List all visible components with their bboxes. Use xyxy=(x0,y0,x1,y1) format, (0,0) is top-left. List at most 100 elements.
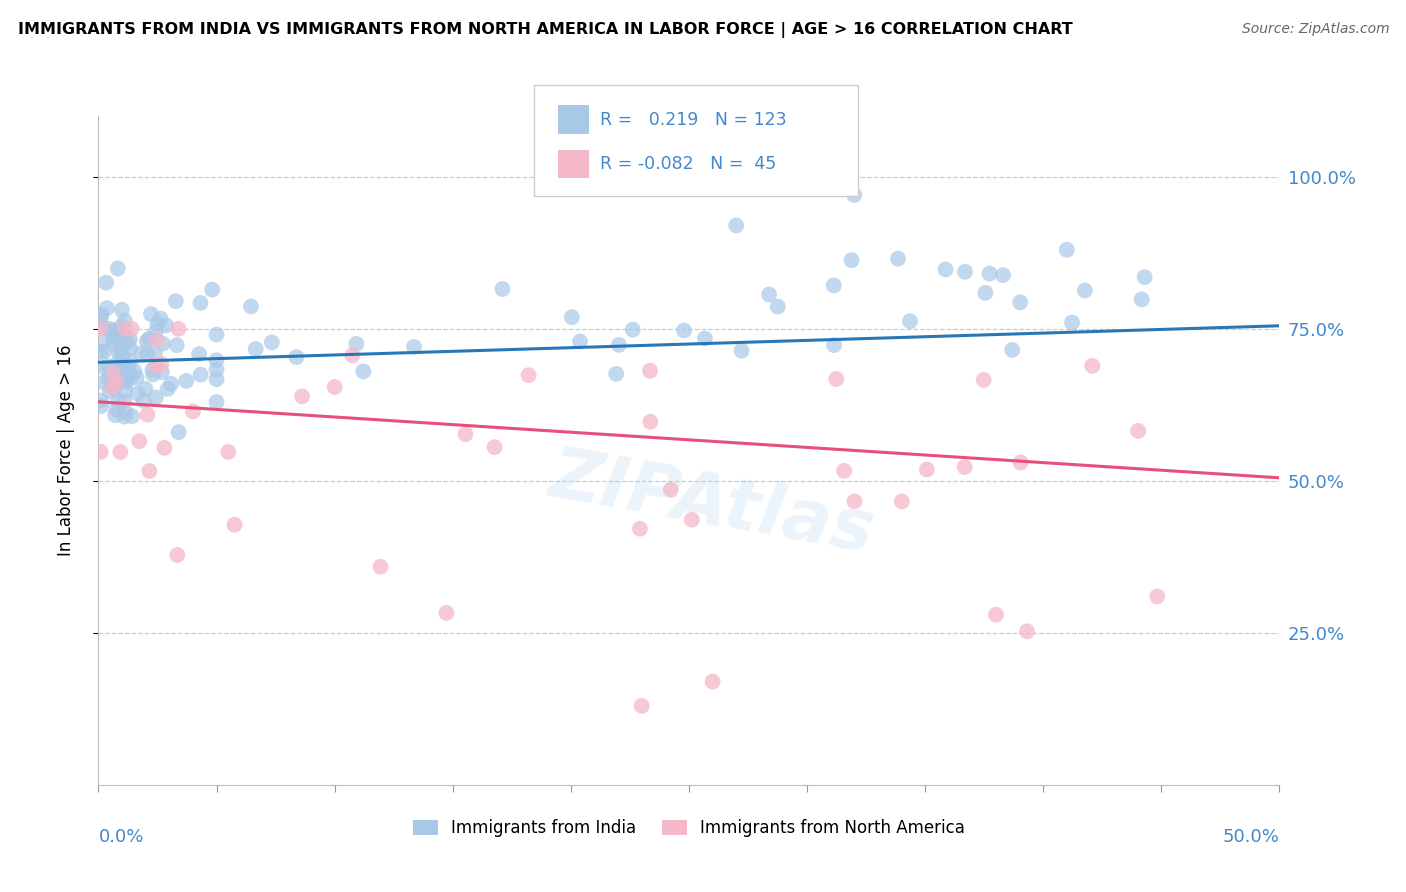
Point xyxy=(638,364,661,378)
Point xyxy=(114,384,136,398)
Point xyxy=(101,324,124,338)
Point xyxy=(103,337,125,351)
Point xyxy=(1081,359,1104,373)
Point xyxy=(607,338,630,352)
Point xyxy=(98,384,121,399)
Point xyxy=(205,327,228,342)
Point xyxy=(139,307,162,321)
Point xyxy=(125,370,148,384)
Point xyxy=(127,386,149,401)
Point xyxy=(93,344,115,359)
Text: R = -0.082   N =  45: R = -0.082 N = 45 xyxy=(600,155,776,173)
Point xyxy=(111,302,134,317)
Point xyxy=(134,382,156,396)
Point xyxy=(112,358,135,372)
Point xyxy=(152,336,174,351)
Point xyxy=(621,323,644,337)
Point xyxy=(758,287,780,301)
Point xyxy=(693,332,716,346)
Point xyxy=(569,334,592,349)
Point xyxy=(138,332,160,346)
Point xyxy=(953,265,976,279)
Point xyxy=(90,345,112,359)
Text: 0.0%: 0.0% xyxy=(98,829,143,847)
Point xyxy=(104,408,127,422)
Point xyxy=(121,322,143,336)
Point xyxy=(887,252,910,266)
Point xyxy=(291,389,314,403)
Point xyxy=(984,607,1007,622)
Point xyxy=(112,329,135,343)
Point xyxy=(118,332,141,346)
Point xyxy=(145,333,167,347)
Y-axis label: In Labor Force | Age > 16: In Labor Force | Age > 16 xyxy=(56,344,75,557)
Point xyxy=(112,394,135,409)
Point xyxy=(115,375,138,389)
Point xyxy=(165,294,187,309)
Point xyxy=(224,517,246,532)
Point xyxy=(136,347,159,361)
Point xyxy=(1146,590,1168,604)
Point xyxy=(890,494,912,508)
Point xyxy=(98,322,121,336)
Point xyxy=(90,445,112,459)
Point xyxy=(117,335,139,350)
Point xyxy=(128,434,150,449)
Point xyxy=(935,262,957,277)
Point xyxy=(205,353,228,368)
Point xyxy=(1010,455,1032,469)
Point xyxy=(370,559,392,574)
Point xyxy=(973,373,995,387)
Point xyxy=(105,402,128,417)
Point xyxy=(285,350,308,364)
Point xyxy=(141,363,163,377)
Point xyxy=(149,311,172,326)
Point xyxy=(150,357,173,371)
Point xyxy=(110,344,132,359)
Text: Source: ZipAtlas.com: Source: ZipAtlas.com xyxy=(1241,22,1389,37)
Point xyxy=(825,372,848,386)
Point xyxy=(205,395,228,409)
Point xyxy=(1015,624,1038,639)
Point xyxy=(517,368,540,383)
Point xyxy=(121,409,143,424)
Point xyxy=(160,376,183,391)
Point xyxy=(108,344,131,359)
Point xyxy=(118,354,141,368)
Point xyxy=(181,404,204,418)
Point xyxy=(630,698,652,713)
Point xyxy=(245,342,267,356)
Point xyxy=(100,327,122,342)
Point xyxy=(90,337,112,351)
Point xyxy=(205,372,228,386)
Point xyxy=(103,331,125,345)
Point xyxy=(115,362,138,376)
Point xyxy=(110,445,132,459)
Point xyxy=(129,346,152,360)
Point xyxy=(111,351,134,365)
Point xyxy=(135,334,157,348)
Point xyxy=(114,322,136,336)
Point xyxy=(97,372,120,386)
Point xyxy=(605,367,627,381)
Point xyxy=(240,300,263,314)
Point xyxy=(146,317,169,331)
Point xyxy=(167,425,190,440)
Point xyxy=(898,314,921,328)
Point xyxy=(844,188,866,202)
Point xyxy=(110,319,132,334)
Point xyxy=(101,380,124,394)
Point xyxy=(105,375,128,389)
Point xyxy=(979,267,1001,281)
Point xyxy=(344,337,367,351)
Point xyxy=(91,321,114,335)
Point xyxy=(101,365,124,379)
Point xyxy=(1133,270,1156,285)
Point xyxy=(725,219,748,233)
Point xyxy=(138,464,160,478)
Point xyxy=(188,347,211,361)
Point xyxy=(190,296,212,310)
Point xyxy=(672,323,695,337)
Point xyxy=(114,409,136,424)
Point xyxy=(166,338,188,352)
